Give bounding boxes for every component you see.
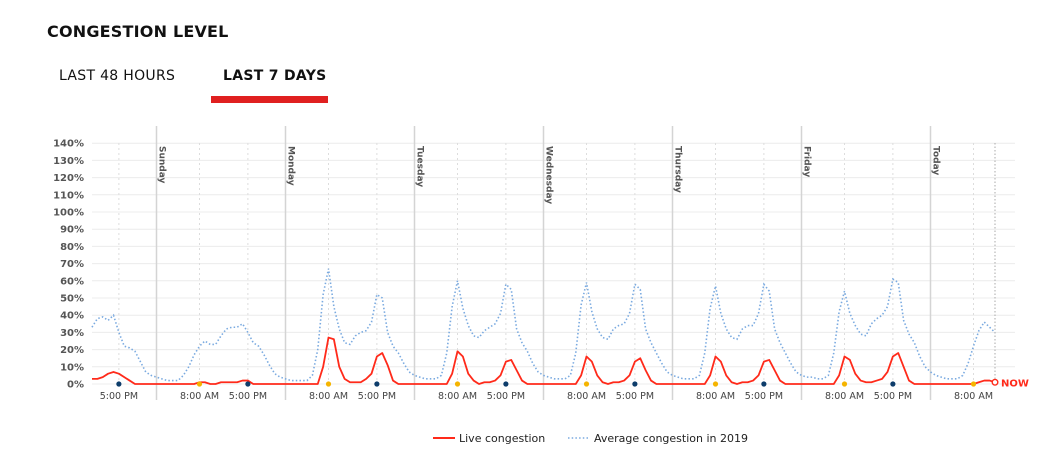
- now-marker: [991, 378, 999, 386]
- x-tick-label: 8:00 AM: [567, 391, 606, 402]
- y-tick-label: 100%: [53, 208, 84, 219]
- day-label-wednesday: Wednesday: [544, 146, 554, 204]
- y-tick-label: 50%: [60, 294, 84, 305]
- day-label-today: Today: [931, 146, 941, 175]
- x-tick-label: 8:00 AM: [954, 391, 993, 402]
- morning-peak-dot: [970, 381, 977, 387]
- legend-live-label: Live congestion: [459, 432, 545, 445]
- x-tick-label: 8:00 AM: [309, 391, 348, 402]
- y-tick-label: 90%: [60, 225, 84, 236]
- y-tick-label: 70%: [60, 259, 84, 270]
- morning-peak-dot: [454, 381, 461, 387]
- x-tick-label: 5:00 PM: [358, 391, 396, 402]
- y-tick-label: 60%: [60, 276, 84, 287]
- x-tick-label: 5:00 PM: [616, 391, 654, 402]
- x-tick-label: 8:00 AM: [438, 391, 477, 402]
- y-tick-label: 80%: [60, 242, 84, 253]
- y-tick-label: 130%: [53, 156, 84, 167]
- y-tick-label: 0%: [67, 380, 84, 391]
- page-title: CONGESTION LEVEL: [47, 22, 229, 41]
- x-tick-label: 8:00 AM: [825, 391, 864, 402]
- evening-peak-dot: [245, 381, 251, 387]
- evening-peak-dot: [503, 381, 509, 387]
- x-tick-label: 5:00 PM: [874, 391, 912, 402]
- y-tick-label: 120%: [53, 173, 84, 184]
- evening-peak-dot: [761, 381, 767, 387]
- legend-average-label: Average congestion in 2019: [594, 432, 748, 445]
- tab-last-48-hours[interactable]: LAST 48 HOURS: [59, 68, 176, 84]
- day-label-monday: Monday: [286, 146, 296, 186]
- day-label-tuesday: Tuesday: [415, 146, 425, 187]
- average-congestion-line: [91, 268, 996, 382]
- x-tick-label: 5:00 PM: [229, 391, 267, 402]
- day-label-thursday: Thursday: [673, 146, 683, 193]
- morning-peak-dot: [583, 381, 590, 387]
- morning-peak-dot: [712, 381, 719, 387]
- morning-peak-dot: [196, 381, 203, 387]
- x-tick-label: 8:00 AM: [696, 391, 735, 402]
- y-tick-label: 110%: [53, 190, 84, 201]
- live-congestion-line: [92, 336, 996, 385]
- evening-peak-dot: [890, 381, 896, 387]
- evening-peak-dot: [116, 381, 122, 387]
- active-tab-indicator: [211, 96, 328, 103]
- y-tick-label: 10%: [60, 362, 84, 373]
- x-tick-label: 5:00 PM: [100, 391, 138, 402]
- morning-peak-dot: [841, 381, 848, 387]
- y-tick-label: 40%: [60, 311, 84, 322]
- x-tick-label: 5:00 PM: [745, 391, 783, 402]
- day-label-sunday: Sunday: [157, 146, 167, 184]
- x-tick-label: 5:00 PM: [487, 391, 525, 402]
- morning-peak-dot: [325, 381, 332, 387]
- x-tick-label: 8:00 AM: [180, 391, 219, 402]
- y-tick-label: 20%: [60, 345, 84, 356]
- evening-peak-dot: [374, 381, 380, 387]
- day-label-friday: Friday: [802, 146, 812, 177]
- y-tick-label: 140%: [53, 139, 84, 150]
- now-label: NOW: [1001, 378, 1029, 389]
- tab-last-7-days[interactable]: LAST 7 DAYS: [223, 68, 327, 84]
- evening-peak-dot: [632, 381, 638, 387]
- y-tick-label: 30%: [60, 328, 84, 339]
